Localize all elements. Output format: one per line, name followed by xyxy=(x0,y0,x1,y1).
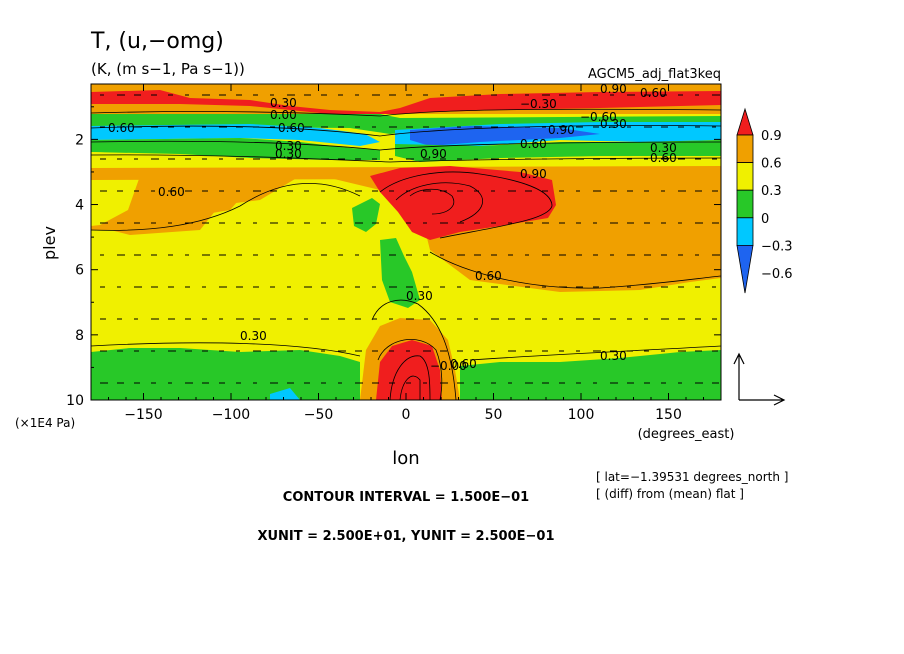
field-green-lower-right xyxy=(460,350,721,400)
contour-label: 0.30 xyxy=(275,139,302,153)
field-green-lower-west xyxy=(91,138,380,160)
x-tick-label: −150 xyxy=(124,407,162,423)
colorbar-label: −0.6 xyxy=(761,267,793,282)
contour-label: 0.60 xyxy=(450,357,477,371)
field-blue-east xyxy=(410,126,600,146)
contour-label: −0.00 xyxy=(430,359,467,373)
contour-label: 0.30 xyxy=(275,147,302,161)
contour-lines xyxy=(91,108,721,400)
contour-label: 0.60 xyxy=(475,269,502,283)
contour-label: 0.90 xyxy=(520,167,547,181)
contour-label: 0.60 xyxy=(650,151,677,165)
chart-units: (K, (m s−1, Pa s−1)) xyxy=(91,60,245,78)
field-orange-east xyxy=(91,176,721,292)
x-tick-label: 100 xyxy=(568,407,595,423)
contour-label: 0.30 xyxy=(240,329,267,343)
x-tick-label: 150 xyxy=(655,407,682,423)
contour-label: 0.00 xyxy=(270,108,297,122)
colorbar-segment xyxy=(736,189,754,219)
contour-label: 0.30 xyxy=(406,289,433,303)
contour-label-layer: 0.90 0.600.300.00−0.30−0.600.60 0.900.30 0.… xyxy=(108,82,677,373)
y-tick-label: 4 xyxy=(75,198,84,214)
contour-label: 0.60 xyxy=(108,121,135,135)
y-tick-label: 8 xyxy=(75,328,84,344)
contour-label: −0.60 xyxy=(580,110,617,124)
x-tick-label: 50 xyxy=(485,407,503,423)
field-green-lower-left xyxy=(91,348,360,400)
wind-vectors xyxy=(100,94,720,384)
contour-label: 0.60 xyxy=(158,185,185,199)
contour-label: 0.90 xyxy=(600,82,627,96)
contour-label: −0.30 xyxy=(520,97,557,111)
info-line-1: [ lat=−1.39531 degrees_north ] xyxy=(596,470,788,484)
colorbar-cap-bottom xyxy=(736,245,754,294)
colorbar-label: −0.3 xyxy=(761,239,793,254)
colorbar-segment xyxy=(736,217,754,246)
contour-interval-text: CONTOUR INTERVAL = 1.500E−01 xyxy=(283,490,529,505)
contour-label: 0.90 xyxy=(548,123,575,137)
y-tick-label: 10 xyxy=(66,393,84,409)
x-axis-label: lon xyxy=(392,448,419,469)
field-red-blob-upper xyxy=(370,166,556,240)
colorbar-label: 0.3 xyxy=(761,184,782,199)
colorbar: 0.9 0.6 0.3 0 −0.3 −0.6 xyxy=(736,107,793,294)
colorbar-cap-top xyxy=(736,107,754,136)
y-tick-label: 6 xyxy=(75,263,84,279)
field-top-red xyxy=(91,90,721,114)
x-unit-label: (degrees_east) xyxy=(638,427,735,442)
colorbar-label: 0.9 xyxy=(761,129,782,144)
contour-label: 0.30 xyxy=(600,349,627,363)
contour-label: 0.30 xyxy=(270,96,297,110)
colorbar-segment xyxy=(736,134,754,164)
reference-vector xyxy=(733,352,786,406)
axes: −150 −100 −50 0 50 100 150 2 4 6 8 10 xyxy=(66,84,721,423)
info-line-2: [ (diff) from (mean) flat ] xyxy=(596,487,744,501)
y-tick-label: 2 xyxy=(75,132,84,148)
unit-text: XUNIT = 2.500E+01, YUNIT = 2.500E−01 xyxy=(257,529,554,544)
contour-label: 0.30 xyxy=(650,141,677,155)
colorbar-segment xyxy=(736,162,754,191)
dataset-label: AGCM5_adj_flat3keq xyxy=(588,67,721,82)
colorbar-label: 0.6 xyxy=(761,157,782,172)
contour-label: 0.60 xyxy=(640,86,667,100)
x-tick-label: 0 xyxy=(402,407,411,423)
field-green-lower-east xyxy=(395,140,721,162)
y-unit-label: (×1E4 Pa) xyxy=(15,416,75,430)
x-tick-label: −100 xyxy=(212,407,250,423)
field-yellow-pocket xyxy=(91,176,140,226)
x-tick-label: −50 xyxy=(304,407,334,423)
plot-field xyxy=(91,84,721,400)
contour-label: 0.90 xyxy=(420,147,447,161)
field-cyan-patch xyxy=(270,388,300,400)
contour-label: 0.60 xyxy=(278,121,305,135)
colorbar-label: 0 xyxy=(761,212,769,227)
chart-title: T, (u,−omg) xyxy=(90,29,224,54)
y-axis-label: plev xyxy=(40,226,59,260)
contour-label: 0.60 xyxy=(520,137,547,151)
contour-label: 0.30 xyxy=(600,117,627,131)
